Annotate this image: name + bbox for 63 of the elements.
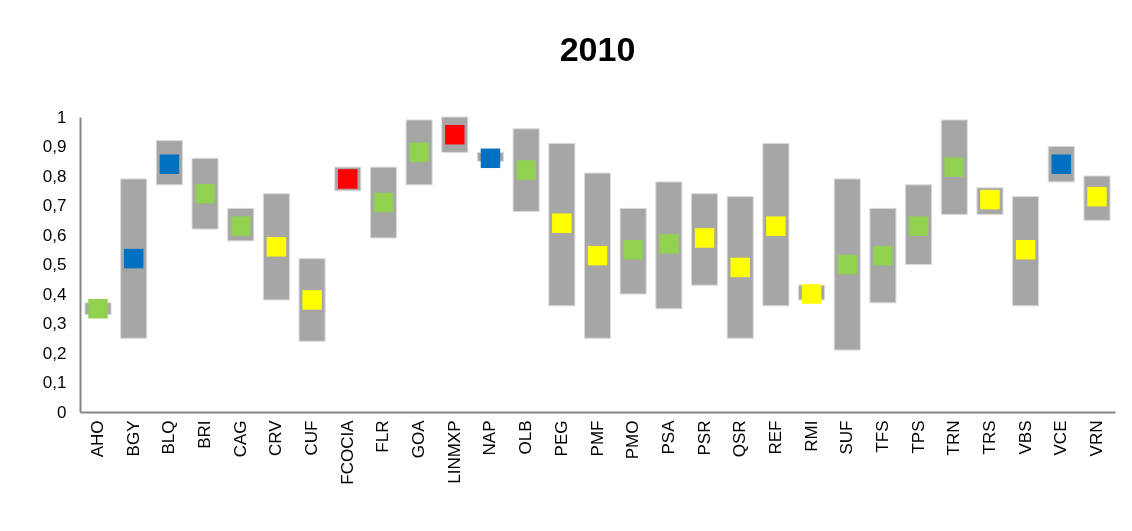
x-tick-label: CRV (266, 419, 286, 457)
chart-title: 2010 (559, 30, 636, 68)
y-tick-label: 0,4 (42, 284, 67, 304)
point (1015, 240, 1036, 260)
x-tick-label: VRN (1086, 420, 1106, 457)
x-tick-label: PMO (623, 420, 643, 460)
point (944, 157, 965, 177)
x-tick-label: REF (765, 420, 785, 455)
bar (548, 143, 576, 307)
point (123, 248, 144, 269)
x-tick-label: BLQ (159, 420, 179, 455)
x-tick-label: FLR (373, 420, 393, 453)
point (623, 240, 643, 260)
x-tick-label: TFS (872, 420, 892, 453)
y-tick-label: 0,8 (42, 166, 67, 186)
x-tick-label: TPS (908, 420, 928, 454)
y-tick-label: 0,7 (42, 196, 67, 215)
point (873, 245, 893, 266)
point (302, 290, 322, 310)
y-tick-label: 1 (57, 107, 67, 127)
x-tick-label: VCE (1051, 420, 1071, 456)
bar (120, 178, 148, 339)
y-tick-label: 0,2 (42, 343, 67, 363)
point (801, 284, 822, 304)
x-tick-label: VBS (1015, 420, 1035, 455)
point (552, 213, 572, 233)
point (516, 160, 536, 180)
point (266, 237, 287, 257)
x-tick-label: CAG (230, 420, 250, 458)
point (766, 216, 786, 236)
x-tick-label: SUF (837, 420, 857, 455)
y-tick-label: 0,6 (42, 225, 67, 245)
x-tick-label: BRI (195, 420, 215, 449)
x-tick-label: PEG (551, 420, 571, 457)
bar (583, 172, 612, 339)
bar (762, 143, 790, 307)
point (730, 257, 750, 278)
x-tick-label: PSA (658, 419, 678, 455)
x-tick-label: TRN (944, 420, 964, 456)
y-tick-label: 0,5 (42, 255, 67, 274)
y-tick-label: 0,9 (42, 137, 67, 156)
x-tick-label: LINMXP (444, 420, 464, 484)
point (837, 254, 857, 275)
x-tick-label: FCOCIA (337, 419, 357, 485)
y-tick-label: 0 (57, 402, 67, 422)
y-tick-label: 0,3 (42, 314, 67, 333)
point (659, 234, 679, 254)
x-tick-label: GOA (409, 419, 429, 459)
point (694, 228, 715, 248)
x-tick-label: TRS (979, 420, 999, 455)
x-tick-label: OLB (516, 420, 536, 455)
x-tick-label: QSR (730, 420, 750, 458)
x-tick-label: BGY (123, 420, 143, 457)
bar (833, 178, 861, 351)
x-tick-label: PMF (587, 420, 607, 457)
point (587, 245, 608, 266)
x-tick-label: RMI (801, 420, 821, 452)
x-tick-label: AHO (88, 420, 108, 458)
x-tick-label: NAP (480, 420, 500, 456)
x-tick-label: CUF (302, 420, 322, 456)
x-tick-label: PSR (694, 420, 714, 456)
point (480, 148, 501, 169)
y-tick-label: 0,1 (42, 373, 67, 392)
